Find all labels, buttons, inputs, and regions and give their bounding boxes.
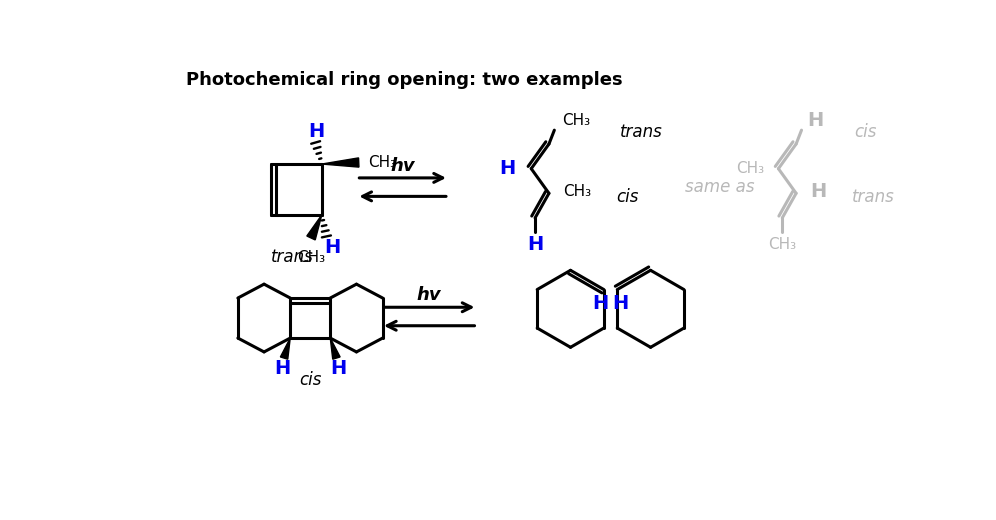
Text: cis: cis: [855, 123, 877, 141]
Text: H: H: [325, 238, 341, 257]
Polygon shape: [331, 338, 340, 359]
Text: CH₃: CH₃: [736, 161, 765, 176]
Text: Photochemical ring opening: two examples: Photochemical ring opening: two examples: [186, 71, 622, 89]
Text: same as: same as: [685, 178, 755, 196]
Text: H: H: [275, 359, 291, 379]
Text: trans: trans: [271, 248, 314, 266]
Text: CH₃: CH₃: [768, 237, 797, 252]
Text: H: H: [593, 294, 609, 313]
Text: CH₃: CH₃: [297, 250, 325, 265]
Polygon shape: [281, 338, 290, 359]
Polygon shape: [307, 215, 322, 240]
Text: hv: hv: [390, 157, 415, 175]
Text: H: H: [808, 111, 824, 131]
Text: hv: hv: [416, 286, 441, 304]
Text: H: H: [500, 159, 516, 178]
Text: trans: trans: [853, 188, 895, 206]
Text: H: H: [527, 235, 543, 254]
Text: H: H: [810, 182, 827, 201]
Text: CH₃: CH₃: [368, 155, 396, 170]
Text: cis: cis: [616, 188, 638, 206]
Text: cis: cis: [299, 371, 322, 388]
Text: trans: trans: [620, 123, 662, 141]
Text: H: H: [309, 122, 325, 141]
Text: H: H: [613, 294, 628, 313]
Text: H: H: [330, 359, 346, 379]
Text: CH₃: CH₃: [562, 113, 591, 128]
Polygon shape: [322, 158, 359, 167]
Text: CH₃: CH₃: [563, 184, 591, 199]
